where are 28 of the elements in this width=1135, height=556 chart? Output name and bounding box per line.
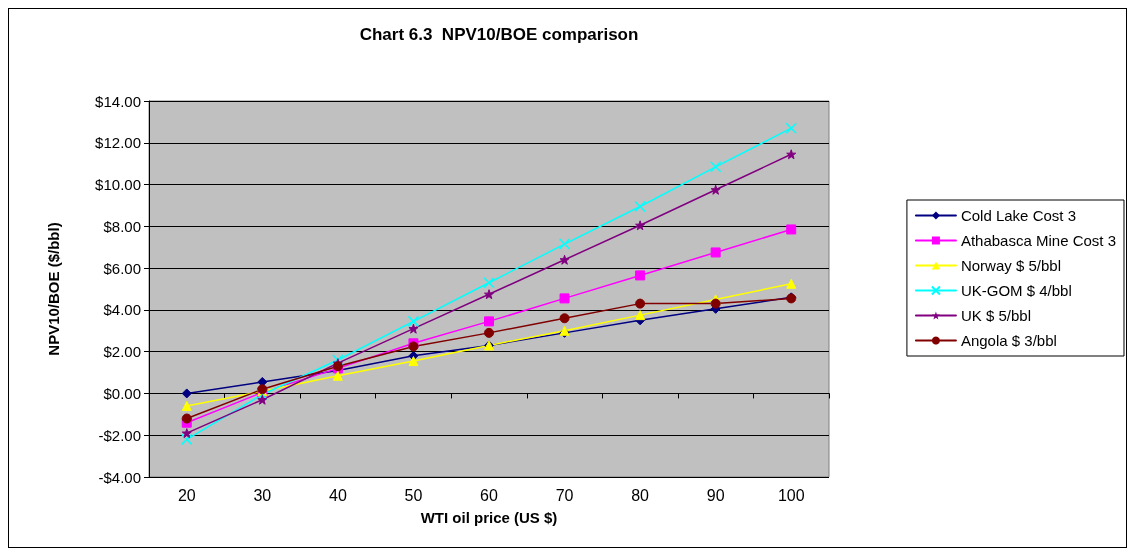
y-tick-label: $14.00 <box>95 92 141 110</box>
y-axis-title: NPV10/BOE ($/bbl) <box>45 222 62 356</box>
y-tick-label: -$2.00 <box>98 426 141 444</box>
x-tick-label: 20 <box>177 486 196 504</box>
x-tick-label: 70 <box>555 486 574 504</box>
x-tick-label: 100 <box>777 486 805 504</box>
legend-label: UK-GOM $ 4/bbl <box>960 282 1072 299</box>
y-tick-label: $8.00 <box>103 217 141 235</box>
y-tick-label: $6.00 <box>103 259 141 277</box>
y-tick-label: $2.00 <box>103 343 141 361</box>
x-tick-label: 60 <box>480 486 498 504</box>
y-tick-label: $4.00 <box>103 301 141 319</box>
x-tick-label: 30 <box>253 486 272 504</box>
x-tick-label: 90 <box>706 486 725 504</box>
legend-label: Cold Lake Cost 3 <box>960 207 1076 224</box>
x-tick-label: 80 <box>631 486 650 504</box>
legend-label: Athabasca Mine Cost 3 <box>960 232 1117 249</box>
legend-label: UK $ 5/bbl <box>960 307 1031 324</box>
y-tick-label: -$4.00 <box>98 468 141 486</box>
y-tick-label: $12.00 <box>95 134 141 152</box>
legend-label: Norway $ 5/bbl <box>960 257 1061 274</box>
x-axis-title: WTI oil price (US $) <box>420 509 558 527</box>
x-tick-label: 50 <box>404 486 423 504</box>
y-tick-label: $0.00 <box>103 384 141 402</box>
chart-title: Chart 6.3 NPV10/BOE comparison <box>359 25 639 44</box>
x-tick-label: 40 <box>328 486 347 504</box>
legend-label: Angola $ 3/bbl <box>960 332 1057 349</box>
y-tick-label: $10.00 <box>95 176 141 194</box>
